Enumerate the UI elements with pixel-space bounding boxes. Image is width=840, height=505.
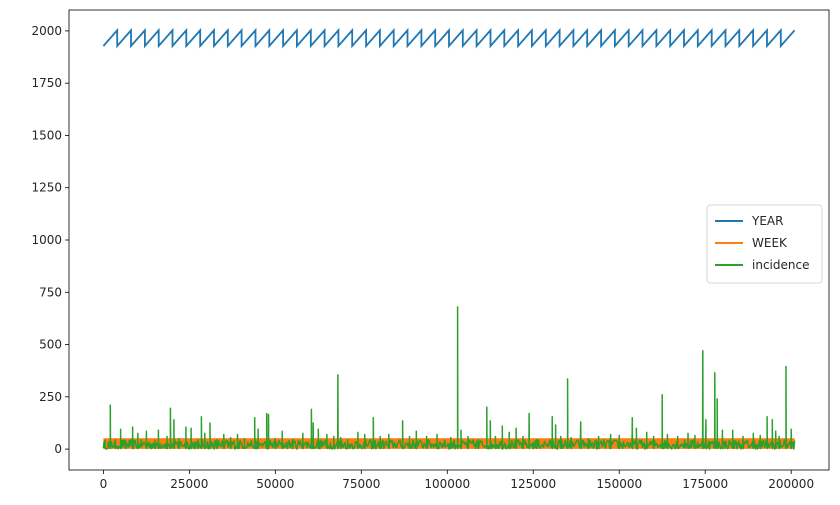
legend: YEAR WEEK incidence [706, 204, 823, 284]
y-tick-label: 1750 [31, 76, 62, 90]
x-tick-label: 100000 [424, 477, 470, 491]
plot-area [102, 27, 796, 450]
series-year-line [102, 27, 796, 49]
y-tick-label: 500 [39, 338, 62, 352]
axes-frame [68, 9, 830, 471]
y-tick-label: 1500 [31, 128, 62, 142]
x-axis: 0 25000 50000 75000 100000 125000 150000 175000… [100, 470, 814, 491]
y-axis: 0 250 500 750 1000 1250 1500 1750 2000 [31, 24, 69, 456]
y-tick-label: 1250 [31, 181, 62, 195]
y-tick-label: 250 [39, 390, 62, 404]
x-tick-label: 50000 [256, 477, 294, 491]
x-tick-label: 75000 [342, 477, 380, 491]
series-week-line [103, 438, 795, 449]
x-tick-label: 0 [100, 477, 108, 491]
x-tick-label: 200000 [768, 477, 814, 491]
y-tick-label: 1000 [31, 233, 62, 247]
x-tick-label: 25000 [170, 477, 208, 491]
legend-label: WEEK [752, 236, 788, 250]
legend-label: YEAR [751, 214, 783, 228]
y-tick-label: 750 [39, 285, 62, 299]
y-tick-label: 0 [54, 442, 62, 456]
legend-label: incidence [752, 258, 809, 272]
legend-box [706, 204, 823, 284]
y-tick-label: 2000 [31, 24, 62, 38]
series-incidence-line [102, 306, 796, 450]
x-tick-label: 125000 [510, 477, 556, 491]
x-tick-label: 175000 [682, 477, 728, 491]
x-tick-label: 150000 [596, 477, 642, 491]
